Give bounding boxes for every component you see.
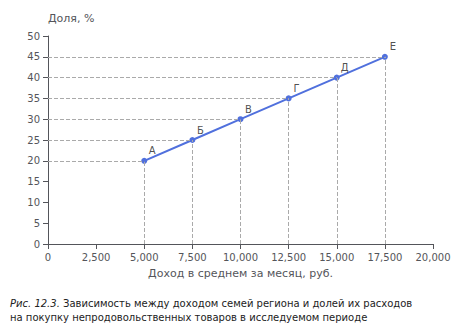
svg-text:5: 5 [34,218,40,229]
svg-text:Доля, %: Доля, % [48,12,94,25]
svg-text:0: 0 [45,252,51,263]
svg-text:Г: Г [294,83,300,94]
svg-text:15,000: 15,000 [319,252,354,263]
svg-text:А: А [149,145,156,156]
svg-text:20,000: 20,000 [416,252,451,263]
svg-text:30: 30 [27,114,40,125]
svg-text:Е: Е [390,41,396,52]
svg-text:на покупку непродовольственных: на покупку непродовольственных товаров в… [10,312,367,323]
svg-text:45: 45 [27,51,40,62]
svg-text:17,500: 17,500 [367,252,402,263]
svg-text:7,500: 7,500 [178,252,207,263]
svg-text:25: 25 [27,135,40,146]
svg-text:10: 10 [27,197,40,208]
svg-text:2,500: 2,500 [82,252,111,263]
svg-text:20: 20 [27,155,40,166]
svg-text:12,500: 12,500 [271,252,306,263]
svg-text:50: 50 [27,31,40,42]
svg-text:В: В [245,104,252,115]
svg-text:40: 40 [27,72,40,83]
svg-text:Б: Б [197,125,204,136]
svg-text:Зависимость между доходом семе: Зависимость между доходом семей региона … [60,298,413,309]
svg-text:10,000: 10,000 [223,252,258,263]
svg-text:35: 35 [27,93,40,104]
svg-text:0: 0 [34,239,40,250]
svg-text:5,000: 5,000 [130,252,159,263]
svg-text:15: 15 [27,176,40,187]
svg-text:Рис. 12.3.: Рис. 12.3. [10,298,60,309]
svg-text:Доход в среднем за месяц, руб.: Доход в среднем за месяц, руб. [148,267,333,280]
svg-text:Д: Д [341,62,349,73]
